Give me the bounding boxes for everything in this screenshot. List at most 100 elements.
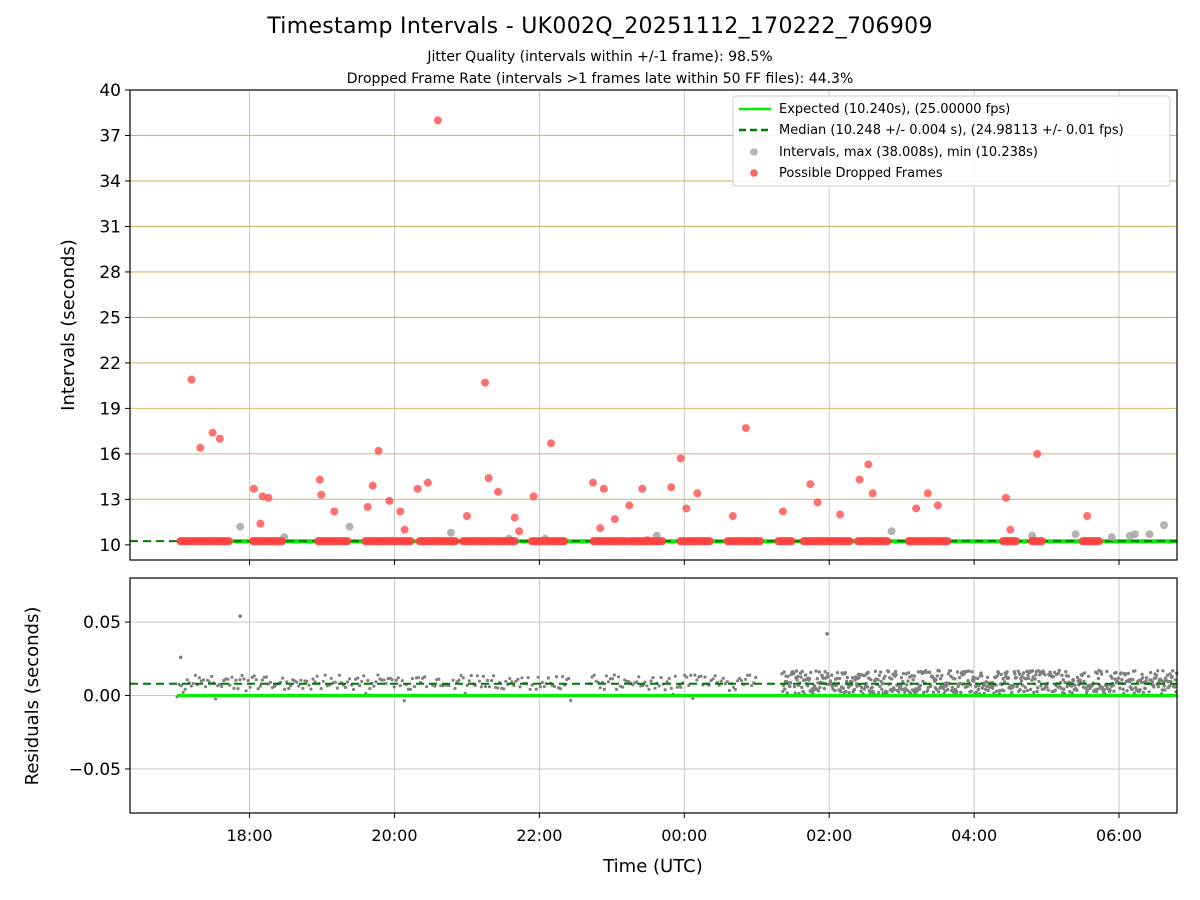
residual-point xyxy=(924,670,928,674)
residual-point xyxy=(412,685,417,689)
intervals-y-tick-label: 40 xyxy=(99,81,121,101)
residual-point xyxy=(1096,687,1100,691)
residual-point xyxy=(852,687,857,692)
residual-point xyxy=(345,680,350,684)
x-tick-label: 06:00 xyxy=(1096,826,1142,845)
dropped-frame-point xyxy=(1006,525,1015,534)
residual-point xyxy=(980,674,984,678)
legend-intervals-label: Intervals, max (38.008s), min (10.238s) xyxy=(779,145,1038,160)
dropped-frame-point xyxy=(755,537,764,546)
residual-point xyxy=(230,675,234,679)
residual-point xyxy=(1148,670,1153,675)
residual-point xyxy=(847,691,851,695)
residual-point xyxy=(1053,688,1058,692)
residual-point xyxy=(915,689,919,693)
residual-point xyxy=(754,676,758,680)
residual-point xyxy=(1121,687,1125,691)
dropped-frame-point xyxy=(343,537,352,546)
residual-point xyxy=(735,679,740,683)
residual-point xyxy=(1113,677,1118,681)
residual-point xyxy=(311,677,315,681)
residual-point xyxy=(283,687,287,692)
residual-point xyxy=(788,684,792,689)
residual-point xyxy=(837,676,842,681)
residual-point xyxy=(713,674,717,678)
dropped-frame-point xyxy=(256,519,265,528)
dropped-frame-point xyxy=(1002,493,1011,502)
residual-point xyxy=(179,684,183,688)
residual-point xyxy=(621,685,625,689)
residual-point xyxy=(598,686,602,690)
residual-point xyxy=(929,684,933,688)
residual-point xyxy=(592,673,596,677)
dropped-frame-point xyxy=(396,507,405,516)
residual-point xyxy=(398,684,402,688)
residual-point xyxy=(937,669,941,673)
residual-point xyxy=(1173,678,1178,682)
residual-point xyxy=(191,681,195,686)
residual-point xyxy=(828,679,833,683)
intervals-y-axis-label: Intervals (seconds) xyxy=(58,239,79,411)
residual-point xyxy=(645,684,649,688)
residual-point xyxy=(862,687,866,691)
residual-point xyxy=(869,677,873,682)
residual-point xyxy=(695,678,699,682)
x-tick-label: 22:00 xyxy=(516,826,562,845)
dropped-frame-point xyxy=(836,510,845,519)
residual-point xyxy=(1061,678,1065,682)
residual-point xyxy=(663,688,667,692)
residual-point xyxy=(1171,669,1175,673)
residual-point xyxy=(948,669,953,673)
residual-point xyxy=(1032,690,1036,695)
residual-point xyxy=(816,689,821,693)
residual-point xyxy=(1056,671,1061,675)
residual-point xyxy=(886,670,891,674)
residual-point xyxy=(921,690,926,695)
dropped-frame-point xyxy=(433,116,442,125)
residual-point xyxy=(1133,669,1137,673)
residual-point xyxy=(614,687,619,692)
dropped-frame-point xyxy=(277,537,287,546)
residual-point xyxy=(880,687,884,691)
residual-point xyxy=(1156,669,1160,673)
residuals-ticks: 18:00 20:00 22:00 00:00 02:00 04:00 06:00 −0.05… xyxy=(69,613,1142,845)
residual-point xyxy=(258,684,262,688)
residual-point xyxy=(287,686,291,691)
dropped-frame-point xyxy=(693,489,702,498)
dropped-frame-point xyxy=(912,504,921,513)
residual-point xyxy=(1144,676,1149,680)
residual-point xyxy=(878,684,882,689)
legend-intervals-marker xyxy=(750,148,758,156)
intervals-data xyxy=(130,116,1177,546)
intervals-y-tick-label: 22 xyxy=(99,354,121,374)
residual-point xyxy=(1141,676,1145,680)
residual-point xyxy=(602,687,606,692)
residual-point xyxy=(795,678,799,682)
residual-point xyxy=(1010,690,1014,695)
legend-dropped-label: Possible Dropped Frames xyxy=(779,166,943,181)
residual-point xyxy=(333,680,337,684)
residual-point xyxy=(437,677,441,681)
x-tick-label: 00:00 xyxy=(661,826,707,845)
residual-point xyxy=(1085,688,1090,693)
residual-point xyxy=(866,670,870,675)
residual-point xyxy=(972,679,976,683)
residual-point xyxy=(604,674,608,678)
residual-point xyxy=(826,672,830,676)
residual-point xyxy=(392,685,396,689)
legend-median-label: Median (10.248 +/- 0.004 s), (24.98113 +… xyxy=(779,123,1124,138)
interval-point xyxy=(1107,533,1116,542)
residual-outlier-point xyxy=(825,632,829,636)
residual-point xyxy=(246,678,250,683)
residual-point xyxy=(1143,686,1148,691)
intervals-y-tick-label: 19 xyxy=(99,399,121,419)
dropped-frame-point xyxy=(406,537,415,546)
residual-point xyxy=(669,686,673,690)
residual-point xyxy=(504,679,508,683)
residual-point xyxy=(1018,688,1022,692)
residual-point xyxy=(904,672,908,676)
residual-point xyxy=(986,688,990,693)
residual-point xyxy=(1024,677,1028,681)
residual-point xyxy=(653,686,657,690)
residual-point xyxy=(850,676,855,680)
